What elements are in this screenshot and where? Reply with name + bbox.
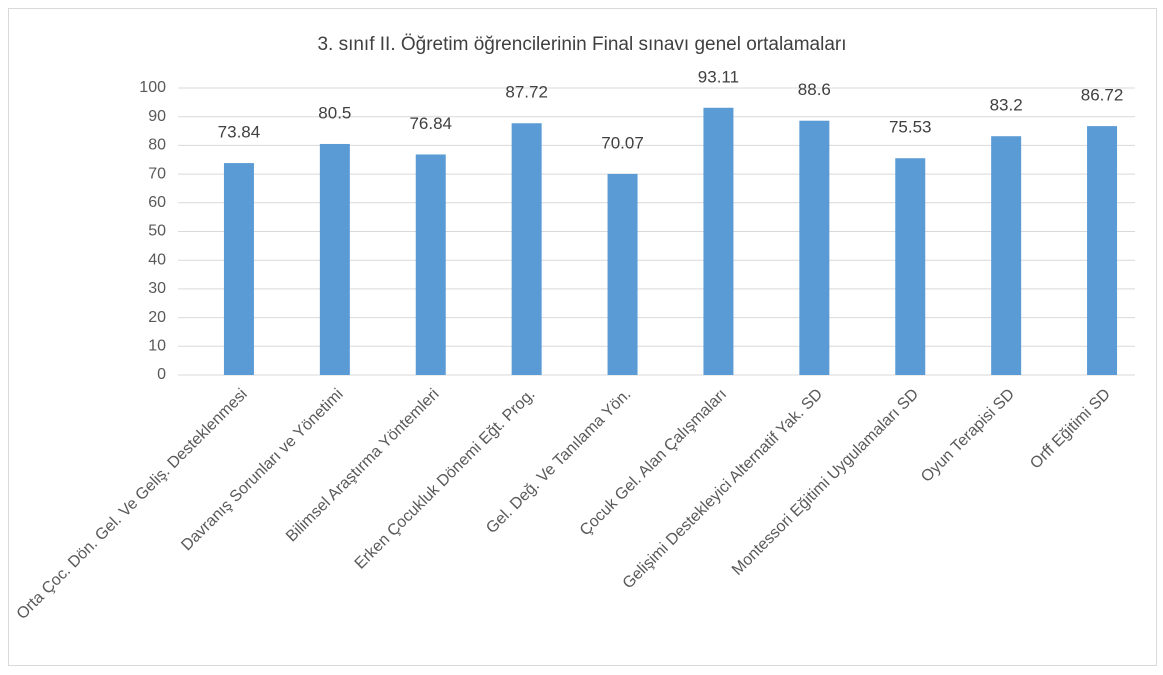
y-tick-label: 90 [148, 108, 166, 125]
y-tick-label: 30 [148, 280, 166, 297]
bar [1087, 126, 1118, 375]
y-tick-label: 80 [148, 137, 166, 154]
y-tick-label: 20 [148, 309, 166, 326]
y-tick-label: 40 [148, 251, 166, 268]
data-label: 75.53 [889, 118, 932, 137]
y-tick-label: 60 [148, 194, 166, 211]
data-label: 80.5 [318, 103, 351, 122]
bar [895, 158, 926, 375]
chart-frame [8, 8, 1157, 666]
bar [607, 173, 638, 375]
chart-title: 3. sınıf II. Öğretim öğrencilerinin Fina… [317, 34, 846, 55]
y-tick-label: 100 [139, 79, 166, 96]
data-label: 76.84 [409, 114, 452, 133]
bar [319, 143, 350, 375]
bar [223, 163, 254, 375]
bar [799, 120, 830, 375]
data-label: 83.2 [990, 96, 1023, 115]
data-label: 86.72 [1081, 86, 1124, 105]
bar [511, 123, 542, 376]
y-tick-label: 0 [157, 366, 166, 383]
y-tick-label: 50 [148, 223, 166, 240]
data-label: 87.72 [505, 83, 548, 102]
bar [415, 154, 446, 375]
bar [703, 107, 734, 376]
data-label: 73.84 [218, 123, 261, 142]
data-label: 93.11 [698, 67, 739, 86]
bar [991, 136, 1022, 375]
data-label: 70.07 [601, 133, 644, 152]
y-tick-label: 10 [148, 338, 166, 355]
y-tick-label: 70 [148, 165, 166, 182]
data-label: 88.6 [798, 80, 831, 99]
